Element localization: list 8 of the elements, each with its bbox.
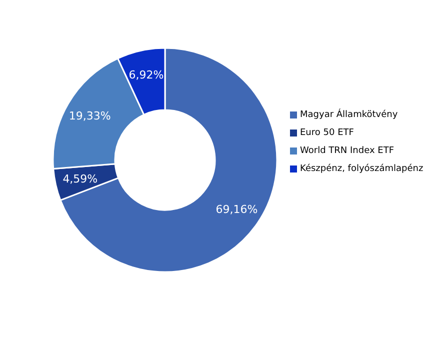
data-label: 69,16%: [216, 202, 258, 216]
legend-label: World TRN Index ETF: [300, 146, 394, 156]
data-label: 6,92%: [128, 68, 164, 82]
legend-label: Euro 50 ETF: [300, 128, 354, 138]
data-label: 19,33%: [68, 110, 111, 123]
legend-label: Magyar Államkötvény: [300, 108, 398, 120]
data-label: 4,59%: [62, 172, 98, 186]
legend-label: Készpénz, folyószámlapénz: [300, 163, 424, 174]
